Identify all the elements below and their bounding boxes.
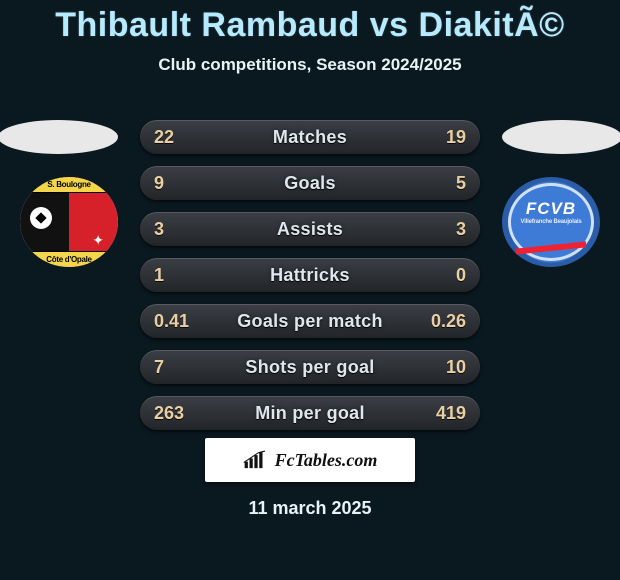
crest-ball-icon (30, 207, 52, 229)
stats-container: 22 Matches 19 9 Goals 5 3 Assists 3 1 Ha… (140, 120, 480, 442)
brand-badge[interactable]: FcTables.com (205, 438, 415, 482)
stat-value-left: 9 (154, 173, 194, 194)
stat-value-right: 10 (426, 357, 466, 378)
stat-row-hattricks: 1 Hattricks 0 (140, 258, 480, 292)
stat-value-right: 5 (426, 173, 466, 194)
stat-value-right: 419 (426, 403, 466, 424)
stat-row-shots-per-goal: 7 Shots per goal 10 (140, 350, 480, 384)
stat-label: Goals (284, 173, 336, 194)
stat-value-left: 7 (154, 357, 194, 378)
club-crest-left: S. Boulogne Côte d'Opale ✦ (20, 177, 118, 267)
stat-value-left: 0.41 (154, 311, 194, 332)
crest-main-text: FCVB (502, 199, 600, 219)
stat-value-right: 0 (426, 265, 466, 286)
stat-label: Shots per goal (245, 357, 374, 378)
stat-row-min-per-goal: 263 Min per goal 419 (140, 396, 480, 430)
stat-row-assists: 3 Assists 3 (140, 212, 480, 246)
right-ellipse (502, 120, 620, 154)
date-line: 11 march 2025 (0, 498, 620, 519)
stat-label: Matches (273, 127, 347, 148)
stat-value-right: 19 (426, 127, 466, 148)
crest-fcvb: FCVB Villefranche Beaujolais (502, 177, 600, 267)
crest-boulogne: S. Boulogne Côte d'Opale ✦ (20, 177, 118, 267)
crest-star-icon: ✦ (92, 232, 104, 249)
left-ellipse (0, 120, 118, 154)
subtitle: Club competitions, Season 2024/2025 (0, 55, 620, 75)
stat-value-left: 263 (154, 403, 194, 424)
stat-label: Hattricks (270, 265, 350, 286)
stat-value-left: 1 (154, 265, 194, 286)
stat-value-left: 3 (154, 219, 194, 240)
stat-row-goals: 9 Goals 5 (140, 166, 480, 200)
stat-value-right: 0.26 (426, 311, 466, 332)
stat-value-right: 3 (426, 219, 466, 240)
crest-bottom-band: Côte d'Opale (20, 251, 118, 267)
stat-label: Goals per match (237, 311, 383, 332)
brand-text: FcTables.com (275, 450, 378, 471)
club-crest-right: FCVB Villefranche Beaujolais (502, 177, 600, 267)
bar-chart-icon (243, 449, 269, 471)
crest-top-band: S. Boulogne (20, 177, 118, 193)
stat-row-matches: 22 Matches 19 (140, 120, 480, 154)
stat-label: Assists (277, 219, 343, 240)
stat-value-left: 22 (154, 127, 194, 148)
page-title: Thibault Rambaud vs DiakitÃ© (0, 0, 620, 45)
stat-row-goals-per-match: 0.41 Goals per match 0.26 (140, 304, 480, 338)
stat-label: Min per goal (255, 403, 365, 424)
crest-sub-text: Villefranche Beaujolais (502, 219, 600, 225)
